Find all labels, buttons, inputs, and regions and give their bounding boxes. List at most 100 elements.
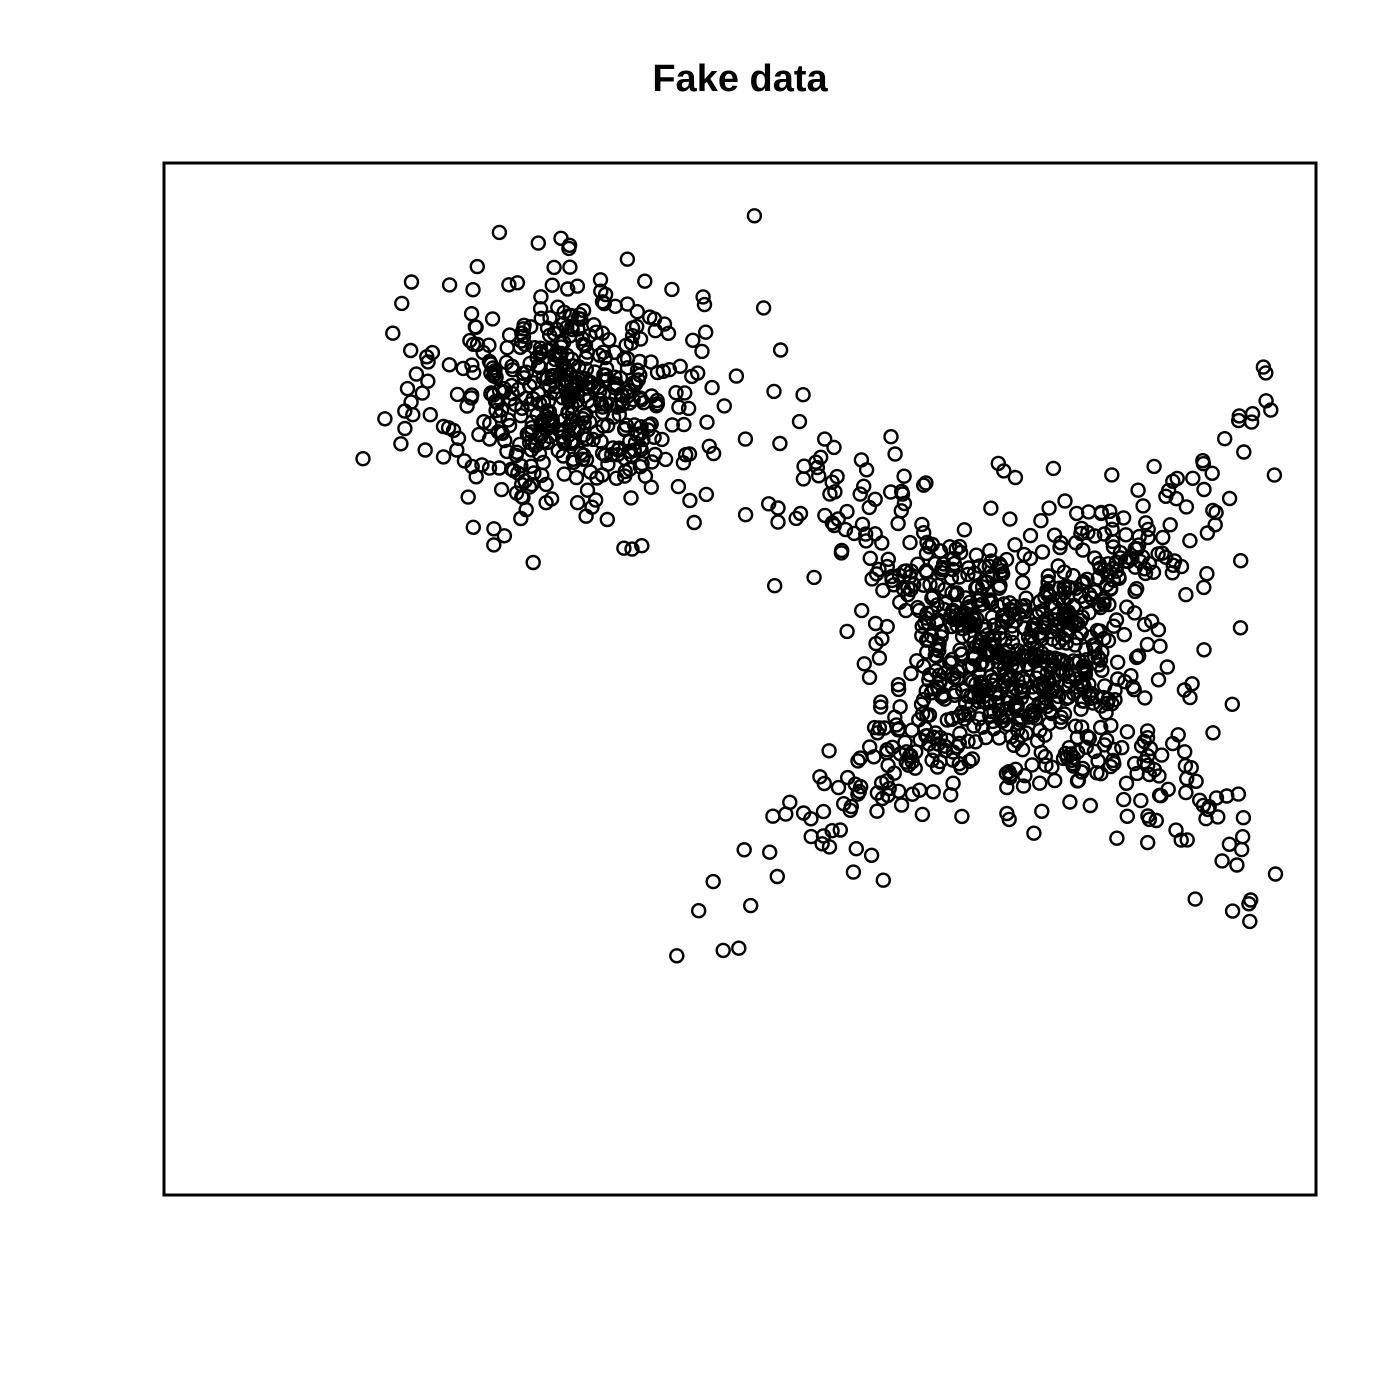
data-point [1027, 616, 1044, 633]
data-point [531, 446, 548, 462]
data-point [950, 663, 966, 680]
data-point [1129, 541, 1146, 557]
data-point [564, 398, 580, 414]
data-point [772, 342, 789, 358]
data-point [716, 398, 732, 414]
data-point [475, 344, 491, 361]
data-point [514, 400, 530, 416]
data-point [791, 413, 808, 430]
data-point [1099, 695, 1116, 712]
data-point [657, 451, 674, 468]
data-point [564, 435, 580, 452]
data-point [795, 387, 811, 403]
data-point [1033, 744, 1050, 761]
data-point [803, 811, 819, 827]
data-point [578, 451, 595, 468]
data-point [595, 344, 612, 360]
data-point [1104, 696, 1120, 712]
data-point [501, 277, 517, 293]
data-point [893, 797, 910, 813]
data-point [1062, 746, 1079, 762]
data-point [861, 499, 877, 516]
data-point [992, 646, 1009, 663]
data-point [1032, 593, 1048, 610]
data-point [1087, 637, 1103, 654]
data-point [469, 258, 485, 275]
data-point [830, 779, 847, 796]
data-point [891, 783, 907, 799]
data-point [960, 566, 976, 583]
data-point [1004, 683, 1021, 700]
data-point [1133, 792, 1149, 809]
data-point [821, 839, 838, 855]
data-point [1029, 649, 1045, 666]
data-point [463, 306, 480, 322]
data-point [1086, 743, 1103, 760]
data-point [1046, 772, 1063, 789]
data-point [509, 444, 525, 460]
data-point [499, 340, 515, 356]
data-point [1140, 529, 1156, 546]
data-point [496, 528, 513, 544]
data-point [422, 407, 438, 423]
data-point [1082, 797, 1099, 814]
data-point [1009, 658, 1025, 674]
data-point [465, 336, 482, 352]
data-point [435, 449, 452, 465]
data-point [526, 375, 542, 391]
data-point [1039, 610, 1055, 627]
data-point [555, 448, 571, 464]
data-point [984, 677, 1001, 693]
data-point [770, 514, 786, 530]
data-point [1188, 773, 1204, 789]
data-point [914, 516, 930, 533]
data-point [522, 355, 538, 372]
data-point [1150, 672, 1167, 688]
data-point [817, 507, 833, 524]
data-point [530, 235, 546, 251]
data-point [562, 259, 578, 275]
data-point [868, 635, 884, 652]
data-point [999, 701, 1016, 717]
data-point [1015, 778, 1032, 794]
data-point [854, 516, 871, 532]
data-point [1057, 493, 1073, 509]
data-point [1148, 812, 1165, 829]
data-point [1159, 659, 1176, 675]
data-point [542, 310, 558, 326]
data-point [911, 782, 928, 798]
data-point [405, 407, 421, 423]
data-point [912, 732, 928, 748]
plot-frame [162, 161, 1318, 1197]
data-point [982, 542, 998, 559]
data-point [1208, 790, 1225, 806]
data-point [678, 447, 694, 463]
data-point [1195, 456, 1212, 472]
data-point [538, 476, 554, 493]
data-point [1047, 695, 1064, 712]
data-point [1205, 502, 1221, 519]
data-point [991, 580, 1007, 596]
data-point [731, 940, 747, 956]
data-point [1026, 825, 1042, 841]
data-point [902, 748, 918, 764]
data-point [985, 713, 1001, 730]
data-point [1119, 724, 1136, 740]
data-point [605, 409, 622, 425]
data-point [622, 433, 638, 449]
data-point [524, 476, 540, 493]
data-point [1137, 690, 1153, 706]
data-point [863, 847, 880, 863]
data-point [893, 503, 909, 519]
data-point [1242, 913, 1258, 930]
data-point [691, 903, 707, 919]
data-point [875, 872, 891, 888]
data-point [839, 503, 855, 520]
data-point [966, 718, 982, 734]
data-point [850, 753, 866, 769]
data-point [518, 390, 534, 407]
data-point [930, 736, 946, 752]
data-point [569, 495, 586, 511]
data-point [1104, 561, 1121, 577]
